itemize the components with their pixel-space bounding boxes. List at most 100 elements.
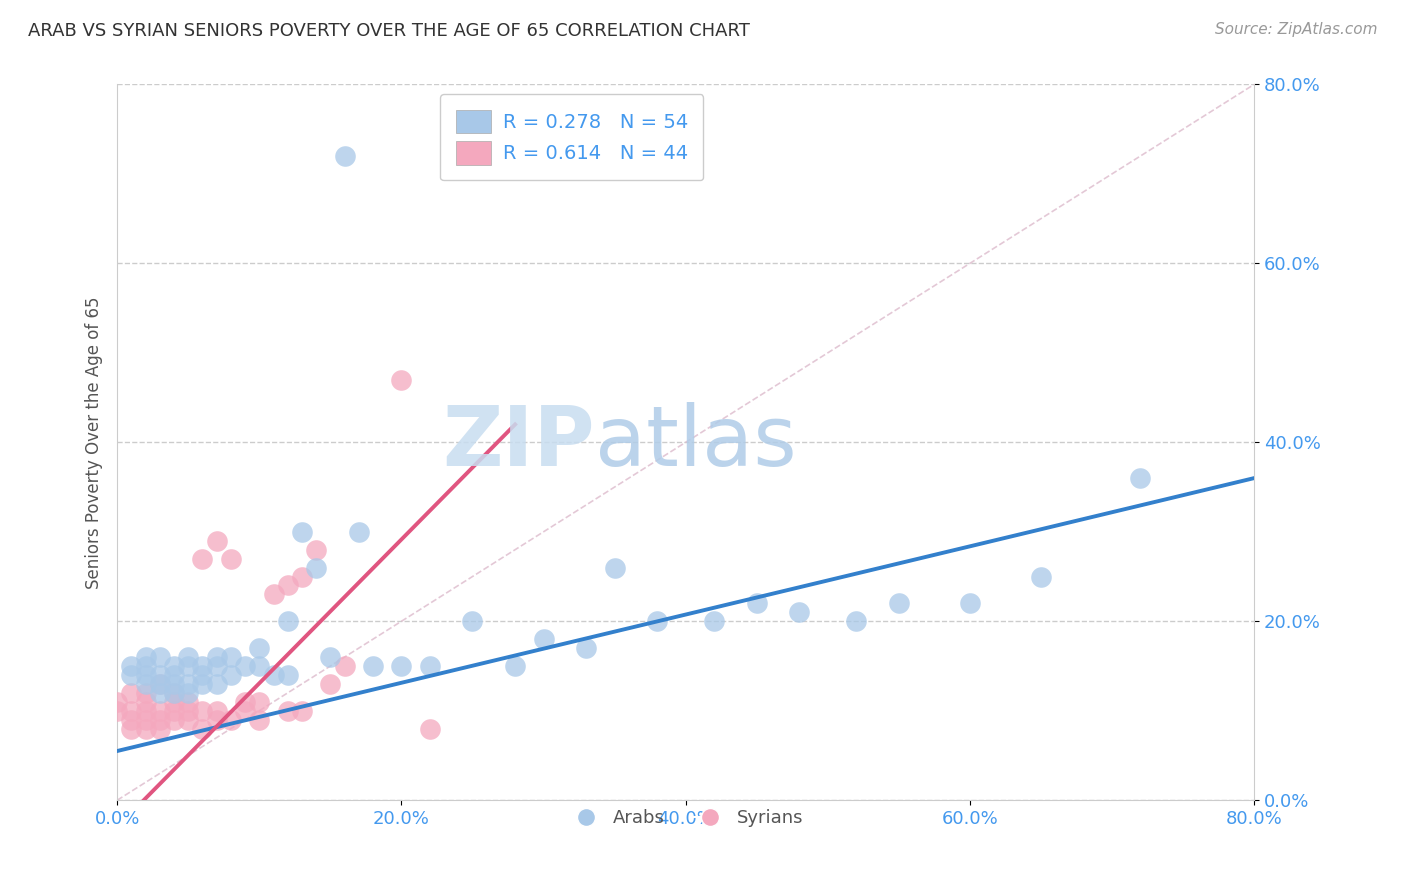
Point bbox=[247, 695, 270, 709]
Point bbox=[135, 695, 157, 709]
Point bbox=[120, 686, 142, 700]
Point bbox=[887, 596, 910, 610]
Point bbox=[177, 659, 200, 673]
Point bbox=[347, 524, 370, 539]
Point bbox=[391, 659, 413, 673]
Point bbox=[191, 704, 214, 718]
Point bbox=[149, 677, 172, 691]
Point bbox=[361, 659, 384, 673]
Point bbox=[291, 524, 314, 539]
Point bbox=[233, 695, 256, 709]
Point bbox=[120, 704, 142, 718]
Point bbox=[191, 722, 214, 736]
Point bbox=[135, 704, 157, 718]
Point bbox=[205, 533, 228, 548]
Point bbox=[533, 632, 555, 647]
Point bbox=[291, 704, 314, 718]
Point bbox=[191, 551, 214, 566]
Point bbox=[333, 149, 356, 163]
Text: ARAB VS SYRIAN SENIORS POVERTY OVER THE AGE OF 65 CORRELATION CHART: ARAB VS SYRIAN SENIORS POVERTY OVER THE … bbox=[28, 22, 749, 40]
Legend: Arabs, Syrians: Arabs, Syrians bbox=[561, 802, 811, 834]
Point bbox=[149, 686, 172, 700]
Point bbox=[419, 659, 441, 673]
Point bbox=[503, 659, 526, 673]
Point bbox=[319, 650, 342, 665]
Point bbox=[177, 695, 200, 709]
Point bbox=[263, 587, 285, 601]
Point bbox=[120, 713, 142, 727]
Point bbox=[205, 704, 228, 718]
Point bbox=[703, 614, 725, 628]
Point bbox=[845, 614, 868, 628]
Point bbox=[163, 686, 186, 700]
Point bbox=[277, 578, 299, 592]
Point bbox=[163, 677, 186, 691]
Point bbox=[277, 614, 299, 628]
Point bbox=[163, 686, 186, 700]
Point bbox=[177, 677, 200, 691]
Point bbox=[149, 677, 172, 691]
Point bbox=[461, 614, 484, 628]
Point bbox=[263, 668, 285, 682]
Point bbox=[959, 596, 981, 610]
Point bbox=[645, 614, 668, 628]
Point bbox=[177, 704, 200, 718]
Point bbox=[277, 668, 299, 682]
Point bbox=[163, 668, 186, 682]
Point bbox=[105, 704, 128, 718]
Point bbox=[205, 677, 228, 691]
Point bbox=[219, 713, 242, 727]
Point bbox=[120, 659, 142, 673]
Point bbox=[205, 659, 228, 673]
Point bbox=[305, 542, 328, 557]
Point bbox=[419, 722, 441, 736]
Point bbox=[219, 668, 242, 682]
Point bbox=[149, 668, 172, 682]
Point bbox=[120, 668, 142, 682]
Point bbox=[305, 560, 328, 574]
Point bbox=[191, 677, 214, 691]
Point bbox=[319, 677, 342, 691]
Point bbox=[149, 650, 172, 665]
Point bbox=[205, 713, 228, 727]
Point bbox=[149, 722, 172, 736]
Point bbox=[177, 713, 200, 727]
Y-axis label: Seniors Poverty Over the Age of 65: Seniors Poverty Over the Age of 65 bbox=[86, 296, 103, 589]
Point bbox=[219, 551, 242, 566]
Point bbox=[1129, 471, 1152, 485]
Point bbox=[247, 641, 270, 656]
Point bbox=[163, 713, 186, 727]
Point bbox=[177, 686, 200, 700]
Point bbox=[603, 560, 626, 574]
Point bbox=[135, 686, 157, 700]
Point bbox=[149, 713, 172, 727]
Point bbox=[277, 704, 299, 718]
Point bbox=[789, 605, 811, 619]
Point bbox=[149, 704, 172, 718]
Point bbox=[1029, 569, 1052, 583]
Point bbox=[135, 668, 157, 682]
Point bbox=[120, 722, 142, 736]
Point bbox=[247, 659, 270, 673]
Point bbox=[177, 650, 200, 665]
Point bbox=[191, 668, 214, 682]
Point bbox=[233, 659, 256, 673]
Text: Source: ZipAtlas.com: Source: ZipAtlas.com bbox=[1215, 22, 1378, 37]
Text: ZIP: ZIP bbox=[443, 401, 595, 483]
Point bbox=[745, 596, 768, 610]
Point bbox=[191, 659, 214, 673]
Point bbox=[105, 695, 128, 709]
Point bbox=[247, 713, 270, 727]
Point bbox=[163, 659, 186, 673]
Point bbox=[135, 659, 157, 673]
Point bbox=[135, 713, 157, 727]
Point bbox=[391, 373, 413, 387]
Point bbox=[291, 569, 314, 583]
Point bbox=[163, 695, 186, 709]
Point bbox=[575, 641, 598, 656]
Point bbox=[333, 659, 356, 673]
Point bbox=[233, 704, 256, 718]
Text: atlas: atlas bbox=[595, 401, 796, 483]
Point bbox=[135, 650, 157, 665]
Point bbox=[135, 722, 157, 736]
